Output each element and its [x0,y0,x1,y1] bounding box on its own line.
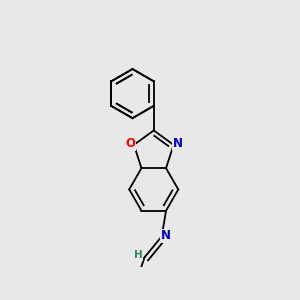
Text: H: H [134,250,142,260]
Text: O: O [125,137,135,151]
Text: N: N [161,229,171,242]
Text: N: N [172,137,183,151]
